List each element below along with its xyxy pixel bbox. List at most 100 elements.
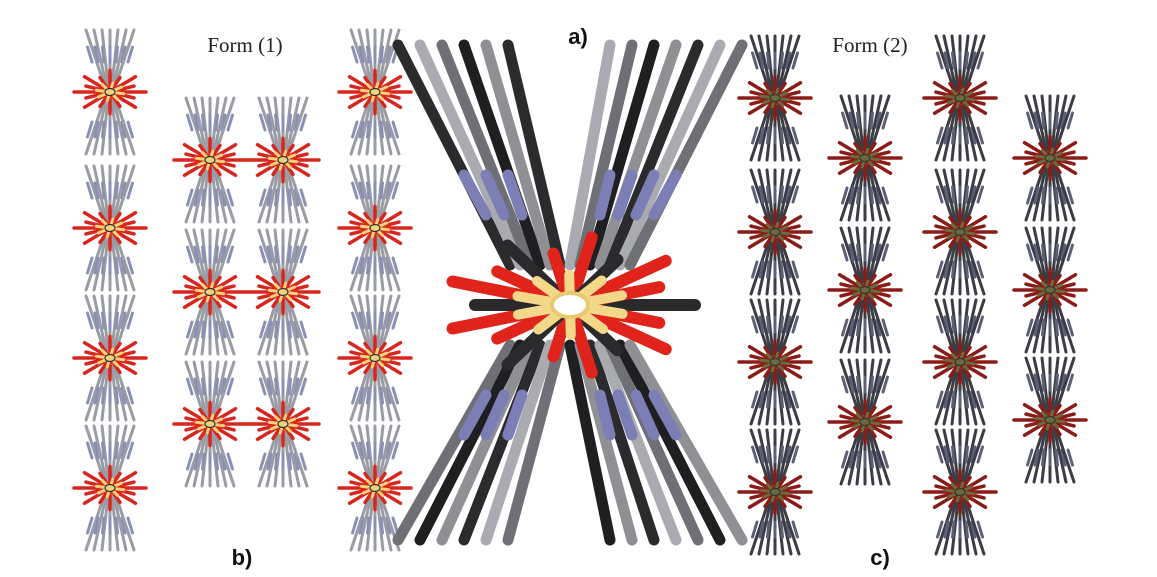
ligand-ring bbox=[116, 518, 118, 533]
ligand-ring bbox=[276, 247, 278, 262]
ligand-ring bbox=[276, 115, 278, 130]
ligand-ring bbox=[116, 443, 118, 458]
ligand-ring bbox=[368, 443, 370, 458]
ligand-ring bbox=[768, 522, 770, 537]
ligand-ring bbox=[1056, 450, 1058, 465]
ligand-ring bbox=[1043, 320, 1045, 335]
ligand-ring bbox=[768, 187, 770, 202]
ligand-ring bbox=[103, 47, 105, 62]
ligand-ring bbox=[116, 47, 118, 62]
ligand-ring bbox=[368, 47, 370, 62]
ligand-ring bbox=[1056, 320, 1058, 335]
ligand-ring bbox=[203, 379, 205, 394]
ligand-ring bbox=[216, 115, 218, 130]
ligand-ring bbox=[116, 122, 118, 137]
ligand-ring bbox=[781, 262, 783, 277]
ligand-ring bbox=[768, 53, 770, 68]
ligand-ring bbox=[953, 392, 955, 407]
ligand-ring bbox=[289, 115, 291, 130]
ligand-ring bbox=[768, 262, 770, 277]
ligand-ring bbox=[966, 447, 968, 462]
ligand-ring bbox=[381, 518, 383, 533]
metal-center bbox=[552, 293, 588, 317]
ligand-ring bbox=[953, 262, 955, 277]
ligand-ring bbox=[103, 313, 105, 328]
ligand-ring bbox=[1043, 245, 1045, 260]
ligand-ring bbox=[289, 322, 291, 337]
ligand-ring bbox=[871, 320, 873, 335]
panel-b-label: b) bbox=[232, 545, 253, 570]
ligand-ring bbox=[966, 522, 968, 537]
ligand-ring bbox=[103, 122, 105, 137]
ligand-ring bbox=[381, 443, 383, 458]
ligand-ring bbox=[381, 258, 383, 273]
figure: Form (1) a) Form (2) b) c) bbox=[0, 0, 1157, 577]
ligand-ring bbox=[966, 128, 968, 143]
ligand-ring bbox=[216, 247, 218, 262]
ligand-ring bbox=[858, 113, 860, 128]
ligand-ring bbox=[1056, 113, 1058, 128]
ligand-ring bbox=[368, 518, 370, 533]
ligand-ring bbox=[381, 388, 383, 403]
ligand-ring bbox=[103, 388, 105, 403]
ligand-ring bbox=[368, 313, 370, 328]
ligand-ring bbox=[781, 317, 783, 332]
ligand-ring bbox=[966, 262, 968, 277]
ligand-ring bbox=[871, 377, 873, 392]
ligand-ring bbox=[871, 452, 873, 467]
ligand-ring bbox=[203, 247, 205, 262]
panel-c-title: Form (2) bbox=[832, 33, 907, 57]
ligand-ring bbox=[1043, 113, 1045, 128]
ligand-ring bbox=[858, 188, 860, 203]
panel-b-title: Form (1) bbox=[207, 33, 282, 57]
ligand-ring bbox=[381, 47, 383, 62]
ligand-ring bbox=[103, 518, 105, 533]
ligand-ring bbox=[103, 443, 105, 458]
ligand-ring bbox=[103, 258, 105, 273]
ligand-ring bbox=[953, 53, 955, 68]
ligand-ring bbox=[858, 320, 860, 335]
ligand-ring bbox=[203, 115, 205, 130]
ligand-ring bbox=[1043, 450, 1045, 465]
ligand-ring bbox=[116, 313, 118, 328]
ligand-ring bbox=[953, 128, 955, 143]
ligand-ring bbox=[381, 313, 383, 328]
ligand-ring bbox=[368, 183, 370, 198]
ligand-ring bbox=[289, 454, 291, 469]
ligand-ring bbox=[1043, 188, 1045, 203]
ligand-ring bbox=[858, 452, 860, 467]
page: Form (1) a) Form (2) b) c) (() => { cons… bbox=[0, 0, 1157, 577]
ligand-ring bbox=[1056, 188, 1058, 203]
ligand-ring bbox=[276, 190, 278, 205]
ligand-ring bbox=[858, 245, 860, 260]
ligand-ring bbox=[781, 392, 783, 407]
ligand-ring bbox=[781, 128, 783, 143]
ligand-ring bbox=[216, 190, 218, 205]
ligand-ring bbox=[276, 322, 278, 337]
ligand-ring bbox=[289, 190, 291, 205]
ligand-ring bbox=[368, 388, 370, 403]
ligand-ring bbox=[768, 128, 770, 143]
ligand-ring bbox=[1056, 375, 1058, 390]
ligand-ring bbox=[276, 454, 278, 469]
ligand-ring bbox=[871, 113, 873, 128]
ligand-ring bbox=[203, 322, 205, 337]
ligand-ring bbox=[953, 522, 955, 537]
ligand-ring bbox=[781, 447, 783, 462]
molecules bbox=[74, 30, 1086, 554]
ligand-ring bbox=[871, 188, 873, 203]
ligand-ring bbox=[116, 388, 118, 403]
ligand-ring bbox=[116, 258, 118, 273]
ligand-ring bbox=[103, 183, 105, 198]
ligand-ring bbox=[276, 379, 278, 394]
ligand-ring bbox=[116, 183, 118, 198]
ligand-ring bbox=[858, 377, 860, 392]
ligand-ring bbox=[381, 122, 383, 137]
panel-a-label: a) bbox=[568, 24, 588, 49]
panel-c-label: c) bbox=[870, 545, 890, 570]
ligand-ring bbox=[953, 317, 955, 332]
ligand-ring bbox=[966, 187, 968, 202]
ligand-ring bbox=[289, 247, 291, 262]
ligand-ring bbox=[381, 183, 383, 198]
ligand-ring bbox=[953, 447, 955, 462]
